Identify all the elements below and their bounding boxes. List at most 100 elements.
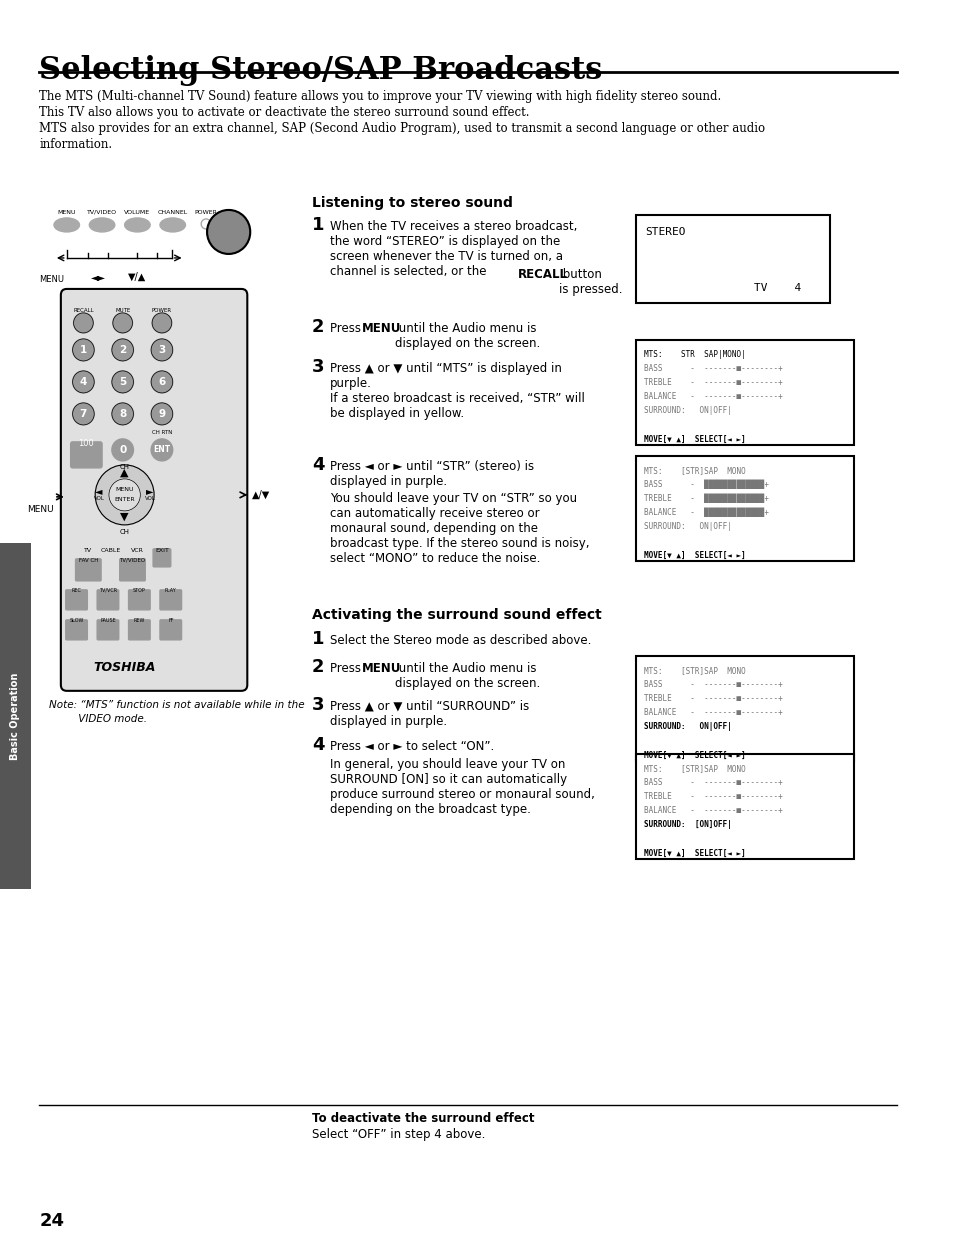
Text: This TV also allows you to activate or deactivate the stereo surround sound effe: This TV also allows you to activate or d… <box>39 106 529 119</box>
Text: MENU: MENU <box>362 322 401 335</box>
Text: 2: 2 <box>119 345 126 354</box>
Text: RECALL: RECALL <box>73 308 93 312</box>
Text: 1: 1 <box>312 630 324 648</box>
Circle shape <box>72 370 94 393</box>
Text: FAV CH: FAV CH <box>78 558 98 563</box>
Text: MENU: MENU <box>39 275 64 284</box>
Text: VOL: VOL <box>93 496 105 501</box>
Text: button
is pressed.: button is pressed. <box>558 268 622 296</box>
Text: ◄: ◄ <box>95 485 103 496</box>
Text: REW: REW <box>133 618 145 622</box>
Text: TREBLE    -  █████████████+: TREBLE - █████████████+ <box>643 494 768 504</box>
Text: ▲/▼: ▲/▼ <box>252 490 271 500</box>
Text: SURROUND:   ON|OFF|: SURROUND: ON|OFF| <box>643 406 731 415</box>
Text: EXIT: EXIT <box>154 548 169 553</box>
Text: 4: 4 <box>312 456 324 474</box>
Text: MOVE[▼ ▲]  SELECT[◄ ►]: MOVE[▼ ▲] SELECT[◄ ►] <box>643 848 744 858</box>
Text: ▼/▲: ▼/▲ <box>128 272 147 282</box>
Text: SURROUND:  [ON]OFF|: SURROUND: [ON]OFF| <box>643 820 731 829</box>
Text: BALANCE   -  -------■--------+: BALANCE - -------■--------+ <box>643 805 781 815</box>
Text: Press: Press <box>330 662 364 674</box>
Text: TV/VIDEO: TV/VIDEO <box>119 558 146 563</box>
Text: 5: 5 <box>119 377 126 387</box>
Text: When the TV receives a stereo broadcast,
the word “STEREO” is displayed on the
s: When the TV receives a stereo broadcast,… <box>330 220 577 278</box>
Text: MOVE[▼ ▲]  SELECT[◄ ►]: MOVE[▼ ▲] SELECT[◄ ►] <box>643 751 744 760</box>
Text: TOSHIBA: TOSHIBA <box>93 662 155 674</box>
Text: POWER: POWER <box>194 210 217 215</box>
Text: Press ◄ or ► to select “ON”.: Press ◄ or ► to select “ON”. <box>330 740 494 753</box>
Circle shape <box>151 338 172 361</box>
Text: 7: 7 <box>80 409 87 419</box>
Text: The MTS (Multi-channel TV Sound) feature allows you to improve your TV viewing w: The MTS (Multi-channel TV Sound) feature… <box>39 90 720 103</box>
Text: Selecting Stereo/SAP Broadcasts: Selecting Stereo/SAP Broadcasts <box>39 56 602 86</box>
Text: MOVE[▼ ▲]  SELECT[◄ ►]: MOVE[▼ ▲] SELECT[◄ ►] <box>643 551 744 559</box>
FancyBboxPatch shape <box>66 590 88 610</box>
Text: MOVE[▼ ▲]  SELECT[◄ ►]: MOVE[▼ ▲] SELECT[◄ ►] <box>643 435 744 443</box>
Bar <box>636 340 853 445</box>
Circle shape <box>112 403 133 425</box>
Text: Press ◄ or ► until “STR” (stereo) is
displayed in purple.: Press ◄ or ► until “STR” (stereo) is dis… <box>330 459 534 488</box>
Circle shape <box>72 403 94 425</box>
Circle shape <box>112 438 133 461</box>
Circle shape <box>207 210 250 254</box>
Text: SLOW: SLOW <box>70 618 84 622</box>
Text: CABLE: CABLE <box>101 548 121 553</box>
Bar <box>636 215 829 303</box>
Circle shape <box>72 338 94 361</box>
Text: Select “OFF” in step 4 above.: Select “OFF” in step 4 above. <box>312 1128 485 1141</box>
Ellipse shape <box>160 217 185 232</box>
Text: ◄►: ◄► <box>91 272 106 282</box>
Text: BASS      -  -------■--------+: BASS - -------■--------+ <box>643 364 781 373</box>
Text: VOLUME: VOLUME <box>124 210 151 215</box>
Circle shape <box>95 464 154 525</box>
Text: TREBLE    -  -------■--------+: TREBLE - -------■--------+ <box>643 694 781 703</box>
Text: VIDEO mode.: VIDEO mode. <box>49 714 147 724</box>
Circle shape <box>152 312 172 333</box>
Text: MTS also provides for an extra channel, SAP (Second Audio Program), used to tran: MTS also provides for an extra channel, … <box>39 122 764 135</box>
Bar <box>636 456 853 561</box>
Text: FF: FF <box>168 618 173 622</box>
Text: To deactivate the surround effect: To deactivate the surround effect <box>312 1112 534 1125</box>
Text: ENT: ENT <box>153 446 171 454</box>
FancyBboxPatch shape <box>61 289 247 690</box>
Text: 3: 3 <box>312 695 324 714</box>
Bar <box>636 656 853 761</box>
Text: BASS      -  -------■--------+: BASS - -------■--------+ <box>643 679 781 689</box>
Text: Basic Operation: Basic Operation <box>10 673 20 760</box>
Text: Activating the surround sound effect: Activating the surround sound effect <box>312 608 601 622</box>
Bar <box>636 753 853 858</box>
Text: 1: 1 <box>80 345 87 354</box>
Text: BALANCE   -  -------■--------+: BALANCE - -------■--------+ <box>643 708 781 716</box>
Text: RECALL: RECALL <box>517 268 568 280</box>
Text: 4: 4 <box>312 736 324 753</box>
Text: POWER: POWER <box>152 308 172 312</box>
Circle shape <box>73 312 93 333</box>
Text: STEREO: STEREO <box>645 227 685 237</box>
FancyBboxPatch shape <box>97 590 118 610</box>
Text: You should leave your TV on “STR” so you
can automatically receive stereo or
mon: You should leave your TV on “STR” so you… <box>330 492 589 564</box>
Text: BASS      -  -------■--------+: BASS - -------■--------+ <box>643 778 781 787</box>
Text: BASS      -  █████████████+: BASS - █████████████+ <box>643 480 768 489</box>
FancyBboxPatch shape <box>160 620 181 640</box>
Text: CH RTN: CH RTN <box>152 430 172 435</box>
Text: MTS:    [STR]SAP  MONO: MTS: [STR]SAP MONO <box>643 666 744 674</box>
Text: 2: 2 <box>312 317 324 336</box>
Text: ▲: ▲ <box>120 468 129 478</box>
Text: 100: 100 <box>78 440 94 448</box>
Text: TV    4: TV 4 <box>753 283 801 293</box>
Text: CH: CH <box>119 464 130 469</box>
Text: 1: 1 <box>312 216 324 233</box>
Circle shape <box>151 403 172 425</box>
Text: until the Audio menu is
displayed on the screen.: until the Audio menu is displayed on the… <box>395 662 539 690</box>
FancyBboxPatch shape <box>129 620 150 640</box>
Text: MENU: MENU <box>57 210 76 215</box>
Text: Note: “MTS” function is not available while in the: Note: “MTS” function is not available wh… <box>49 700 304 710</box>
FancyBboxPatch shape <box>160 590 181 610</box>
FancyBboxPatch shape <box>66 620 88 640</box>
Text: until the Audio menu is
displayed on the screen.: until the Audio menu is displayed on the… <box>395 322 539 350</box>
Text: Press ▲ or ▼ until “SURROUND” is
displayed in purple.: Press ▲ or ▼ until “SURROUND” is display… <box>330 700 528 727</box>
Text: 8: 8 <box>119 409 126 419</box>
Circle shape <box>112 338 133 361</box>
Text: Press ▲ or ▼ until “MTS” is displayed in
purple.
If a stereo broadcast is receiv: Press ▲ or ▼ until “MTS” is displayed in… <box>330 362 584 420</box>
Circle shape <box>112 312 132 333</box>
